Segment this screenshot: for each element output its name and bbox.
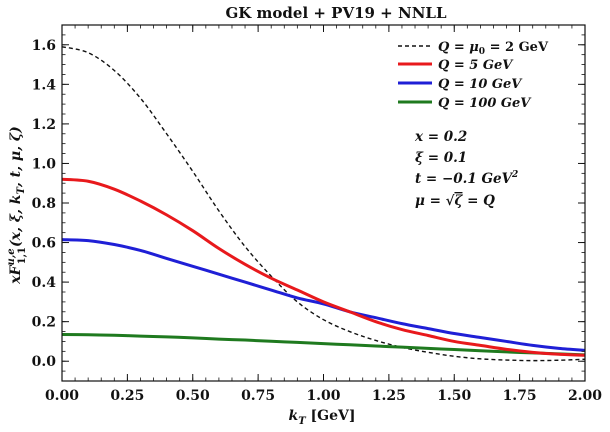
x-axis-label-sub: T (298, 416, 307, 427)
series-line-q-2gev (61, 46, 586, 362)
legend-q-2gev-sub: 0 (479, 47, 485, 57)
legend-label-q-10gev: Q = 10 GeV (438, 77, 523, 92)
x-tick-label: 0.00 (45, 388, 79, 404)
chart-title: GK model + PV19 + NNLL (225, 4, 446, 22)
legend-label-q-2gev: Q = μ0 = 2 GeV (438, 40, 549, 57)
annotation-mu-main: μ = (415, 193, 446, 209)
x-axis-label-main: k (288, 408, 298, 424)
x-axis-label-unit: [GeV] (306, 408, 356, 424)
series-line-q-5gev (61, 177, 586, 357)
y-tick-label: 1.2 (32, 117, 56, 133)
x-tick-label: 0.50 (176, 388, 210, 404)
y-tick-label: 1.6 (32, 38, 56, 54)
y-axis-label-args-rest: , t, μ, ζ) (8, 126, 24, 188)
y-tick-label: 0.6 (32, 236, 56, 252)
annotation-t: t = −0.1 GeV2 (415, 170, 518, 187)
series-line-q-100gev (61, 333, 586, 357)
y-axis-label-main: xF (8, 264, 24, 284)
annotation-x: x = 0.2 (414, 129, 467, 145)
annotation-mu-radicand: ζ (454, 193, 463, 209)
x-axis-label: kT [GeV] (288, 408, 355, 427)
annotation-mu-rest: = Q (462, 193, 495, 209)
y-tick-label: 0.8 (32, 196, 56, 212)
series-line-q-10gev (61, 238, 586, 352)
annotation-mu-root: √ (446, 193, 455, 209)
x-tick-label: 2.00 (568, 388, 602, 404)
x-tick-label: 1.25 (372, 388, 406, 404)
annotation-block: x = 0.2 ξ = 0.1 t = −0.1 GeV2 μ = √ζ = Q (414, 129, 518, 209)
legend-label-q-5gev: Q = 5 GeV (438, 58, 514, 73)
annotation-mu: μ = √ζ = Q (415, 193, 495, 209)
y-tick-label: 1.4 (32, 77, 57, 93)
y-axis-label-args: (x, ξ, k (8, 194, 24, 247)
x-tick-label: 0.25 (110, 388, 144, 404)
y-axis-label-sup: u,e (6, 248, 17, 265)
annotation-t-main: t = −0.1 GeV (415, 171, 514, 187)
legend-q-2gev-main: Q = μ (438, 40, 479, 55)
annotation-t-sup: 2 (511, 170, 518, 180)
legend-label-q-100gev: Q = 100 GeV (438, 96, 532, 111)
y-axis-label: xFu,e1,1(x, ξ, kT, t, μ, ζ) (6, 126, 28, 285)
y-tick-label: 0.0 (32, 354, 57, 370)
y-tick-label: 0.2 (32, 315, 56, 331)
y-tick-label: 0.4 (32, 275, 57, 291)
x-tick-label: 1.00 (306, 388, 340, 404)
y-tick-label: 1.0 (32, 156, 57, 172)
y-axis-label-sub: 1,1 (17, 247, 28, 264)
annotation-xi: ξ = 0.1 (415, 150, 467, 166)
legend-q-2gev-rest: = 2 GeV (485, 40, 549, 55)
legend: Q = μ0 = 2 GeV Q = 5 GeV Q = 10 GeV Q = … (398, 40, 549, 111)
y-axis-label-args-sub: T (16, 186, 27, 195)
x-tick-label: 0.75 (241, 388, 275, 404)
x-tick-label: 1.50 (437, 388, 471, 404)
x-tick-label: 1.75 (503, 388, 537, 404)
